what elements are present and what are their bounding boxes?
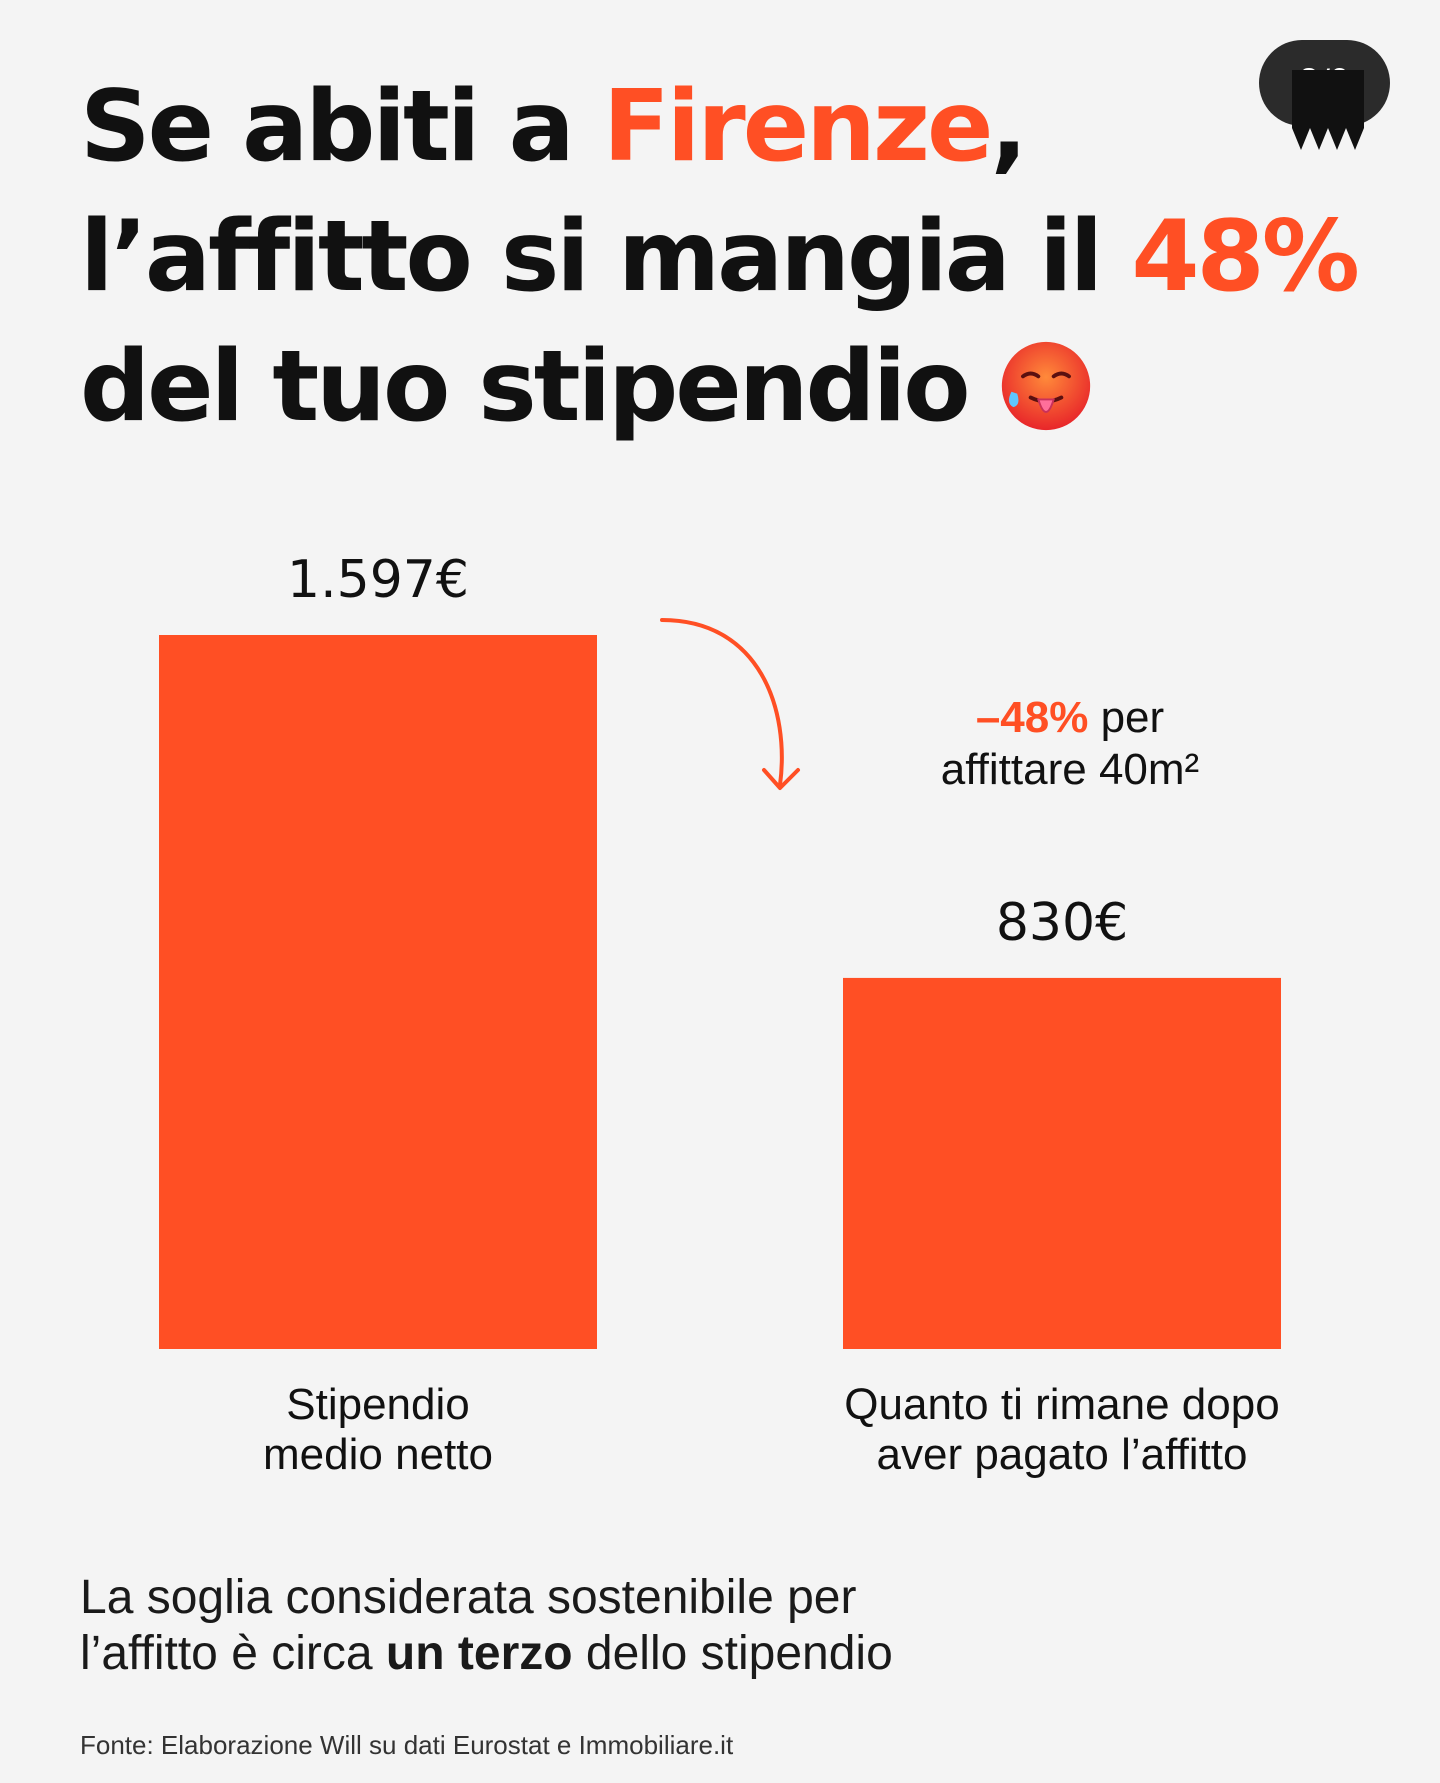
note-emphasis: un terzo <box>385 1627 573 1680</box>
note-line-1: La soglia considerata sostenibile per <box>80 1571 857 1624</box>
annotation-line-2: affittare 40m² <box>940 745 1200 794</box>
category-label: Quanto ti rimane dopo <box>844 1380 1279 1429</box>
source-citation: Fonte: Elaborazione Will su dati Eurosta… <box>80 1730 734 1760</box>
bar <box>159 635 597 1349</box>
bar <box>843 977 1281 1349</box>
headline-comma: , <box>990 70 1027 184</box>
headline-text: Se abiti a <box>80 70 603 184</box>
headline-city: Firenze <box>602 70 994 184</box>
reduction-annotation: –48% per affittare 40m² <box>900 692 1240 796</box>
reduction-percentage: –48% <box>975 693 1089 742</box>
category-label: aver pagato l’affitto <box>877 1430 1248 1479</box>
arrow-head-icon <box>762 768 800 790</box>
annotation-text: per <box>1088 693 1165 742</box>
bar-value-label: 830€ <box>996 893 1128 953</box>
note-text: dello stipendio <box>572 1627 893 1680</box>
category-label: medio netto <box>263 1430 493 1479</box>
annotation-line-1: –48% per <box>900 692 1240 744</box>
headline-text: l’affitto si mangia il <box>80 200 1132 314</box>
sustainability-note: La soglia considerata sostenibile per l’… <box>80 1570 1280 1682</box>
headline-line-3: del tuo stipendio <box>80 322 1330 452</box>
curved-arrow-icon <box>660 618 784 787</box>
bar-value-label: 1.597€ <box>287 550 469 610</box>
category-label: Stipendio <box>286 1380 469 1429</box>
headline-percentage: 48% <box>1131 200 1360 314</box>
note-text: l’affitto è circa <box>80 1627 386 1680</box>
hot-face-emoji-icon <box>1001 341 1090 431</box>
headline-line-1: Se abiti a Firenze, <box>80 62 1330 192</box>
note-line-2: l’affitto è circa un terzo dello stipend… <box>80 1626 1280 1682</box>
headline-text: del tuo stipendio <box>80 330 971 444</box>
headline-line-2: l’affitto si mangia il 48% <box>80 192 1360 322</box>
brand-logo-icon <box>1292 70 1364 150</box>
headline: Se abiti a Firenze, l’affitto si mangia … <box>80 62 1360 452</box>
